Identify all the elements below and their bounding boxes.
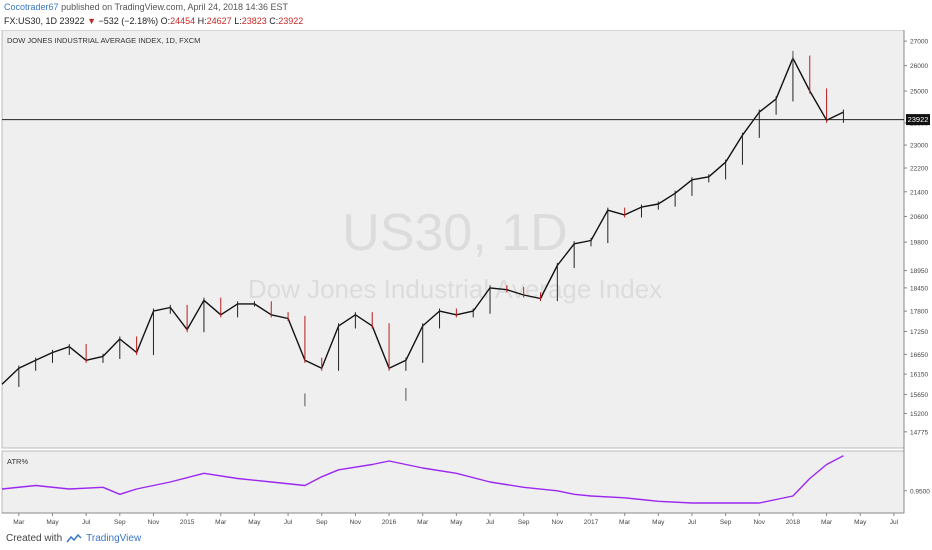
x-tick-label: Sep xyxy=(720,519,732,526)
y-tick-label: 27000 xyxy=(910,39,928,46)
y-tick-label: 22200 xyxy=(910,165,928,172)
x-tick-label: May xyxy=(248,519,261,526)
low-label: L: xyxy=(234,16,242,26)
x-tick-label: Jul xyxy=(486,519,495,526)
y-tick-label: 25000 xyxy=(910,89,928,96)
x-tick-label: 2017 xyxy=(584,519,599,526)
y-tick-label: 18950 xyxy=(910,268,928,275)
x-tick-label: Jul xyxy=(82,519,91,526)
high-value: 24627 xyxy=(206,16,232,26)
x-tick-label: 2016 xyxy=(382,519,397,526)
symbol-name: FX:US30, 1D xyxy=(4,16,58,26)
footer: Created with TradingView xyxy=(0,528,932,550)
symbol-info: FX:US30, 1D 23922 ▼ −532 (−2.18%) O:2445… xyxy=(4,16,303,26)
x-tick-label: Nov xyxy=(552,519,564,526)
price-series xyxy=(1,50,844,407)
x-tick-label: Jul xyxy=(284,519,293,526)
atr-line xyxy=(1,455,844,504)
price-axis-ticks: 2700026000250002380023000222002140020600… xyxy=(904,39,928,436)
main-pane[interactable] xyxy=(1,29,905,449)
x-tick-label: Nov xyxy=(148,519,160,526)
y-tick-label: 16150 xyxy=(910,372,928,379)
atr-axis-ticks: 0.9500 xyxy=(904,488,930,495)
x-tick-label: Sep xyxy=(518,519,530,526)
publish-info: Cocotrader67 published on TradingView.co… xyxy=(4,2,288,12)
y-tick-label: 14775 xyxy=(910,429,928,436)
chart-area[interactable]: US30, 1D Dow Jones Industrial Average In… xyxy=(0,29,932,528)
current-price-tag xyxy=(906,114,930,126)
y-tick-label: 15650 xyxy=(910,392,928,399)
y-tick-label: 16650 xyxy=(910,352,928,359)
chart-svg[interactable]: US30, 1D Dow Jones Industrial Average In… xyxy=(0,29,932,528)
x-tick-label: May xyxy=(652,519,665,526)
time-axis-ticks: Mar May Jul Sep Nov 2015 Mar May Jul Sep Nov 2016 Ma… xyxy=(13,513,899,526)
y-tick-label: 17800 xyxy=(910,309,928,316)
high-label: H: xyxy=(197,16,207,26)
x-tick-label: Jul xyxy=(688,519,697,526)
price-change: −532 (−2.18%) xyxy=(98,16,159,26)
chart-header: Cocotrader67 published on TradingView.co… xyxy=(0,0,932,30)
x-tick-label: Sep xyxy=(114,519,126,526)
watermark-name: Dow Jones Industrial Average Index xyxy=(248,274,662,304)
x-tick-label: Mar xyxy=(619,519,631,526)
published-text: published on TradingView.com, April 24, … xyxy=(61,2,289,12)
author-link[interactable]: Cocotrader67 xyxy=(4,2,59,12)
x-tick-label: Mar xyxy=(417,519,429,526)
y-tick-label: 17250 xyxy=(910,329,928,336)
x-tick-label: 2015 xyxy=(180,519,195,526)
tradingview-logo-icon xyxy=(66,533,82,542)
low-value: 23823 xyxy=(241,16,267,26)
x-tick-label: Nov xyxy=(753,519,765,526)
y-tick-label: 20600 xyxy=(910,214,928,221)
x-tick-label: Mar xyxy=(215,519,227,526)
atr-series xyxy=(1,455,844,504)
x-tick-label: Jul xyxy=(890,519,899,526)
open-label: O: xyxy=(160,16,171,26)
y-tick-label: 15200 xyxy=(910,411,928,418)
x-tick-label: Mar xyxy=(13,519,25,526)
last-price: 23922 xyxy=(59,16,85,26)
y-tick-label: 23000 xyxy=(910,143,928,150)
atr-pane[interactable] xyxy=(1,450,905,514)
x-tick-label: 2018 xyxy=(786,519,801,526)
y-tick-label: 21400 xyxy=(910,189,928,196)
change-down-icon: ▼ xyxy=(87,16,97,26)
tradingview-brand-link[interactable]: TradingView xyxy=(86,533,142,544)
close-value: 23922 xyxy=(278,16,304,26)
y-tick-label: 18450 xyxy=(910,285,928,292)
watermark-symbol: US30, 1D xyxy=(342,204,567,262)
x-tick-label: May xyxy=(854,519,867,526)
atr-tick-label: 0.9500 xyxy=(910,488,930,495)
x-tick-label: May xyxy=(46,519,59,526)
close-label: C: xyxy=(269,16,279,26)
open-value: 24454 xyxy=(170,16,196,26)
created-with-text: Created with xyxy=(6,533,63,544)
x-tick-label: Nov xyxy=(350,519,362,526)
main-chart-title: DOW JONES INDUSTRIAL AVERAGE INDEX, 1D, … xyxy=(7,36,200,45)
x-tick-label: May xyxy=(450,519,463,526)
current-price-label: 23922 xyxy=(908,115,929,124)
y-tick-label: 19800 xyxy=(910,240,928,247)
x-tick-label: Mar xyxy=(821,519,833,526)
y-tick-label: 26000 xyxy=(910,63,928,70)
x-tick-label: Sep xyxy=(316,519,328,526)
atr-title: ATR% xyxy=(7,457,28,466)
